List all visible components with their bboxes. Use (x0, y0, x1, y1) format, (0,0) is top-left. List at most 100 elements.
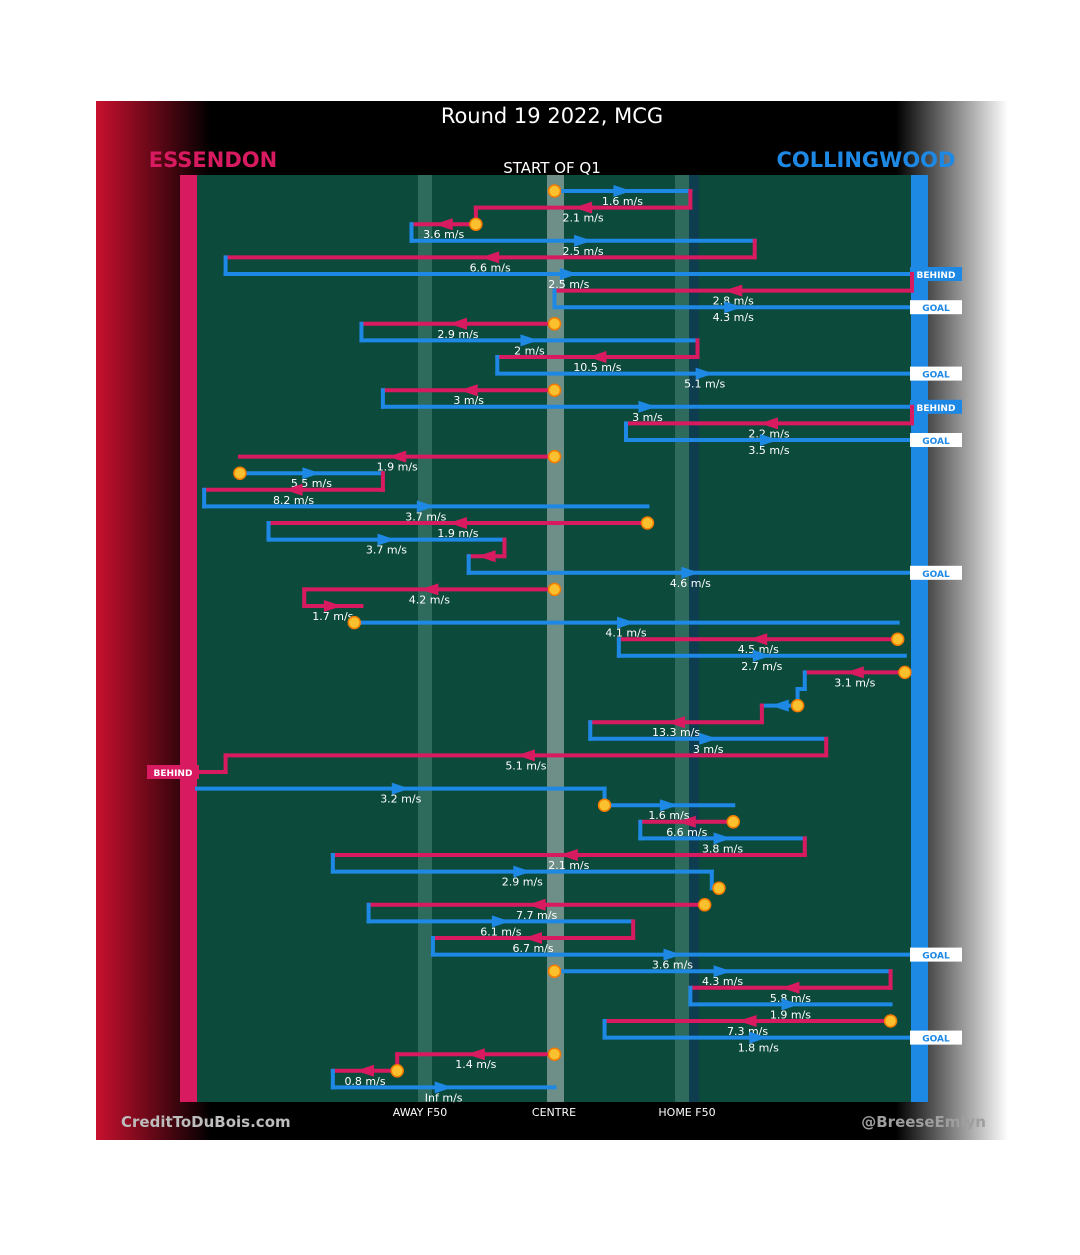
team-right-label: COLLINGWOOD (777, 148, 956, 172)
speed-label: 6.6 m/s (666, 826, 707, 839)
direction-arrow (749, 633, 768, 646)
direction-arrow (681, 566, 700, 579)
outcome-badge (910, 267, 962, 281)
credit-left: CreditToDuBois.com (121, 1113, 291, 1131)
speed-label: 6.1 m/s (480, 925, 521, 938)
speed-label: 1.7 m/s (312, 610, 353, 623)
outcome-badge (910, 433, 962, 447)
possession-marker (597, 798, 612, 812)
speed-label: 5.1 m/s (684, 378, 725, 391)
direction-arrow (699, 732, 718, 745)
direction-arrow (434, 1081, 453, 1094)
direction-arrow (667, 716, 686, 729)
direction-arrow (713, 832, 732, 845)
tick-label-away-f50: AWAY F50 (393, 1106, 447, 1119)
direction-arrow (284, 483, 303, 496)
outcome-badge (910, 366, 962, 381)
speed-label: 2 m/s (514, 344, 545, 357)
team-left-label: ESSENDON (149, 148, 277, 172)
speed-label: 2.1 m/s (548, 859, 589, 872)
direction-arrow (323, 600, 342, 612)
direction-arrow (516, 749, 535, 762)
speed-label: 6.7 m/s (512, 942, 553, 955)
direction-arrow (459, 384, 478, 397)
outcome-label: GOAL (922, 570, 950, 580)
outcome-badge (147, 765, 199, 779)
tick-label-centre: CENTRE (532, 1106, 576, 1119)
speed-label: 1.9 m/s (377, 461, 418, 474)
direction-arrow (574, 201, 593, 214)
direction-arrow (588, 351, 607, 363)
direction-arrow (770, 699, 789, 712)
possession-marker (697, 898, 712, 912)
direction-arrow (574, 234, 593, 247)
direction-arrow (527, 898, 546, 911)
speed-label: 2.8 m/s (713, 295, 754, 308)
credit-right: @BreeseEmlyn (861, 1113, 986, 1131)
chart-frame: Round 19 2022, MCG ESSENDON COLLINGWOOD … (96, 101, 1008, 1140)
outcome-label: GOAL (922, 437, 950, 447)
speed-label: 3 m/s (632, 411, 663, 424)
possession-marker (712, 881, 726, 895)
essendon-goal-bar (180, 175, 197, 1102)
direction-arrow (663, 948, 682, 961)
direction-arrow (524, 932, 543, 944)
speed-label: 2.1 m/s (563, 212, 604, 225)
direction-arrow (416, 500, 435, 513)
speed-label: 4.2 m/s (409, 593, 450, 606)
direction-arrow (738, 1015, 757, 1027)
tick-label-home-f50: HOME F50 (658, 1106, 715, 1119)
speed-label: 2.2 m/s (748, 427, 789, 440)
speed-label: 5.1 m/s (505, 759, 546, 772)
direction-arrow (781, 998, 800, 1011)
possession-marker (898, 665, 912, 680)
direction-arrow (760, 417, 778, 430)
direction-arrow (448, 517, 467, 529)
speed-label: 1.9 m/s (437, 527, 478, 540)
direction-arrow (356, 1064, 375, 1077)
speed-label: 4.3 m/s (702, 975, 743, 988)
direction-arrow (752, 649, 771, 662)
possession-marker (726, 815, 740, 829)
direction-arrow (388, 450, 407, 463)
direction-arrow (724, 284, 743, 297)
possession-marker (547, 964, 562, 978)
ball-movement-chart: Round 19 2022, MCG ESSENDON COLLINGWOOD … (96, 101, 1008, 1140)
speed-label: 1.8 m/s (738, 1042, 779, 1055)
possession-marker (640, 516, 655, 530)
chart-subtitle: START OF Q1 (503, 159, 601, 177)
possession-marker (347, 615, 362, 630)
direction-arrow (420, 583, 439, 596)
possession-marker (547, 1047, 562, 1061)
direction-arrow (695, 367, 714, 380)
centre-band (547, 175, 564, 1102)
possession-marker (547, 317, 562, 331)
possession-marker (547, 383, 562, 397)
chart-marks: 1.6 m/s 2.1 m/s 3.6 m/s 2.5 m/s 6.6 m/s 2.5 m… (147, 184, 962, 1104)
outcome-badge (910, 399, 962, 414)
speed-label: Inf m/s (425, 1091, 463, 1104)
possession-marker (547, 184, 562, 198)
speed-label: 3.7 m/s (405, 510, 446, 523)
direction-arrow (477, 550, 496, 563)
direction-arrow (677, 815, 696, 828)
direction-arrow (713, 965, 732, 978)
outcome-badge (910, 947, 962, 962)
direction-arrow (302, 467, 321, 480)
outcome-label: BEHIND (917, 404, 956, 414)
direction-arrow (513, 865, 532, 878)
outcome-label: BEHIND (917, 271, 956, 281)
outcome-badge (910, 1030, 962, 1045)
direction-arrow (448, 317, 467, 330)
direction-arrow (760, 434, 778, 446)
speed-label: 3.2 m/s (380, 793, 421, 806)
speed-label: 13.3 m/s (652, 726, 700, 739)
direction-arrow (559, 268, 578, 280)
speed-label: 2.5 m/s (548, 278, 589, 291)
speed-label: 2.9 m/s (437, 328, 478, 341)
direction-arrow (613, 185, 632, 197)
possession-marker (790, 698, 805, 713)
possession-marker (233, 466, 247, 480)
away-f50-band (418, 175, 432, 1102)
direction-arrow (749, 1031, 768, 1044)
